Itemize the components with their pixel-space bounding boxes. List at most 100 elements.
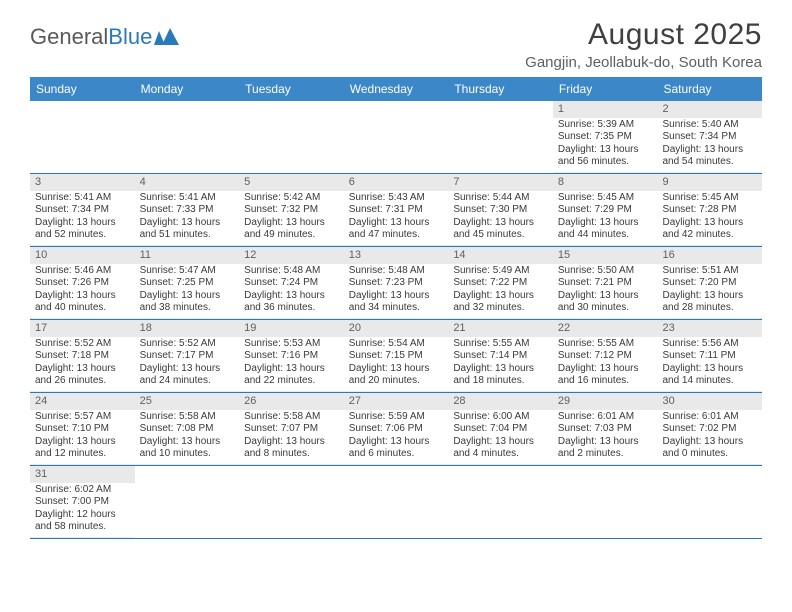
cell-line-d2: and 42 minutes. <box>662 229 757 242</box>
cell-line-ss: Sunset: 7:30 PM <box>453 204 548 217</box>
location: Gangjin, Jeollabuk-do, South Korea <box>525 54 762 71</box>
cell-line-ss: Sunset: 7:22 PM <box>453 277 548 290</box>
cell-line-ss: Sunset: 7:33 PM <box>140 204 235 217</box>
cell-line-d1: Daylight: 13 hours <box>662 436 757 449</box>
cell-line-ss: Sunset: 7:32 PM <box>244 204 339 217</box>
cell-line-d1: Daylight: 13 hours <box>662 144 757 157</box>
cell-line-sr: Sunrise: 5:42 AM <box>244 192 339 205</box>
cell-line-sr: Sunrise: 5:48 AM <box>349 265 444 278</box>
cell-line-sr: Sunrise: 5:47 AM <box>140 265 235 278</box>
cell-body: Sunrise: 5:58 AMSunset: 7:08 PMDaylight:… <box>135 410 240 464</box>
cell-line-d2: and 24 minutes. <box>140 375 235 388</box>
cell-line-ss: Sunset: 7:28 PM <box>662 204 757 217</box>
logo: GeneralBlue <box>30 18 180 50</box>
calendar-cell: 1Sunrise: 5:39 AMSunset: 7:35 PMDaylight… <box>553 101 658 173</box>
cell-line-d2: and 10 minutes. <box>140 448 235 461</box>
cell-line-ss: Sunset: 7:17 PM <box>140 350 235 363</box>
cell-line-d2: and 26 minutes. <box>35 375 130 388</box>
calendar-cell-empty <box>344 101 449 173</box>
day-number: 27 <box>349 395 444 409</box>
cell-line-d1: Daylight: 13 hours <box>662 363 757 376</box>
cell-line-sr: Sunrise: 5:58 AM <box>244 411 339 424</box>
cell-line-sr: Sunrise: 5:52 AM <box>35 338 130 351</box>
cell-line-ss: Sunset: 7:11 PM <box>662 350 757 363</box>
cell-line-ss: Sunset: 7:06 PM <box>349 423 444 436</box>
cell-line-d1: Daylight: 13 hours <box>140 436 235 449</box>
cell-body: Sunrise: 5:51 AMSunset: 7:20 PMDaylight:… <box>657 264 762 318</box>
cell-line-sr: Sunrise: 5:49 AM <box>453 265 548 278</box>
cell-body: Sunrise: 5:50 AMSunset: 7:21 PMDaylight:… <box>553 264 658 318</box>
cell-body: Sunrise: 5:41 AMSunset: 7:33 PMDaylight:… <box>135 191 240 245</box>
cell-line-d1: Daylight: 13 hours <box>453 217 548 230</box>
cell-line-ss: Sunset: 7:07 PM <box>244 423 339 436</box>
cell-line-d1: Daylight: 13 hours <box>244 217 339 230</box>
calendar-cell: 17Sunrise: 5:52 AMSunset: 7:18 PMDayligh… <box>30 320 135 392</box>
cell-line-sr: Sunrise: 6:01 AM <box>662 411 757 424</box>
cell-body: Sunrise: 5:40 AMSunset: 7:34 PMDaylight:… <box>657 118 762 172</box>
day-number: 8 <box>558 176 653 190</box>
cell-line-sr: Sunrise: 6:00 AM <box>453 411 548 424</box>
calendar-cell-empty <box>448 101 553 173</box>
cell-line-d2: and 54 minutes. <box>662 156 757 169</box>
cell-line-d1: Daylight: 13 hours <box>35 217 130 230</box>
cell-line-sr: Sunrise: 5:55 AM <box>453 338 548 351</box>
day-number: 13 <box>349 249 444 263</box>
cell-body: Sunrise: 5:42 AMSunset: 7:32 PMDaylight:… <box>239 191 344 245</box>
cell-line-d1: Daylight: 13 hours <box>662 217 757 230</box>
cell-body: Sunrise: 6:01 AMSunset: 7:03 PMDaylight:… <box>553 410 658 464</box>
cell-line-sr: Sunrise: 5:57 AM <box>35 411 130 424</box>
cell-line-d2: and 8 minutes. <box>244 448 339 461</box>
calendar-cell-empty <box>239 466 344 538</box>
cell-body: Sunrise: 5:41 AMSunset: 7:34 PMDaylight:… <box>30 191 135 245</box>
calendar-cell: 10Sunrise: 5:46 AMSunset: 7:26 PMDayligh… <box>30 247 135 319</box>
cell-body: Sunrise: 5:45 AMSunset: 7:29 PMDaylight:… <box>553 191 658 245</box>
cell-line-d2: and 6 minutes. <box>349 448 444 461</box>
calendar-cell-empty <box>135 466 240 538</box>
calendar-cell-empty <box>344 466 449 538</box>
cell-body: Sunrise: 5:52 AMSunset: 7:18 PMDaylight:… <box>30 337 135 391</box>
calendar-cell: 30Sunrise: 6:01 AMSunset: 7:02 PMDayligh… <box>657 393 762 465</box>
calendar-cell: 8Sunrise: 5:45 AMSunset: 7:29 PMDaylight… <box>553 174 658 246</box>
day-header-cell: Thursday <box>448 77 553 101</box>
cell-line-d2: and 34 minutes. <box>349 302 444 315</box>
day-number: 15 <box>558 249 653 263</box>
calendar-cell: 3Sunrise: 5:41 AMSunset: 7:34 PMDaylight… <box>30 174 135 246</box>
day-header-cell: Wednesday <box>344 77 449 101</box>
cell-line-d1: Daylight: 13 hours <box>35 363 130 376</box>
calendar-cell-empty <box>448 466 553 538</box>
cell-line-d2: and 44 minutes. <box>558 229 653 242</box>
cell-body: Sunrise: 5:44 AMSunset: 7:30 PMDaylight:… <box>448 191 553 245</box>
cell-line-d2: and 38 minutes. <box>140 302 235 315</box>
calendar-cell: 7Sunrise: 5:44 AMSunset: 7:30 PMDaylight… <box>448 174 553 246</box>
cell-line-ss: Sunset: 7:08 PM <box>140 423 235 436</box>
cell-line-d2: and 51 minutes. <box>140 229 235 242</box>
day-number: 7 <box>453 176 548 190</box>
cell-line-d1: Daylight: 13 hours <box>35 436 130 449</box>
day-number: 30 <box>662 395 757 409</box>
week-row: 17Sunrise: 5:52 AMSunset: 7:18 PMDayligh… <box>30 320 762 393</box>
calendar-cell: 4Sunrise: 5:41 AMSunset: 7:33 PMDaylight… <box>135 174 240 246</box>
day-number: 16 <box>662 249 757 263</box>
day-number: 1 <box>558 103 653 117</box>
day-header-cell: Friday <box>553 77 658 101</box>
cell-body: Sunrise: 5:39 AMSunset: 7:35 PMDaylight:… <box>553 118 658 172</box>
calendar-cell: 21Sunrise: 5:55 AMSunset: 7:14 PMDayligh… <box>448 320 553 392</box>
cell-line-ss: Sunset: 7:12 PM <box>558 350 653 363</box>
cell-line-sr: Sunrise: 5:45 AM <box>662 192 757 205</box>
cell-line-sr: Sunrise: 5:58 AM <box>140 411 235 424</box>
calendar-cell: 2Sunrise: 5:40 AMSunset: 7:34 PMDaylight… <box>657 101 762 173</box>
calendar-cell: 26Sunrise: 5:58 AMSunset: 7:07 PMDayligh… <box>239 393 344 465</box>
day-number: 4 <box>140 176 235 190</box>
cell-line-sr: Sunrise: 5:43 AM <box>349 192 444 205</box>
cell-body: Sunrise: 5:52 AMSunset: 7:17 PMDaylight:… <box>135 337 240 391</box>
day-header-row: SundayMondayTuesdayWednesdayThursdayFrid… <box>30 77 762 101</box>
day-header-cell: Sunday <box>30 77 135 101</box>
cell-line-d1: Daylight: 13 hours <box>35 290 130 303</box>
week-row: 1Sunrise: 5:39 AMSunset: 7:35 PMDaylight… <box>30 101 762 174</box>
cell-line-ss: Sunset: 7:21 PM <box>558 277 653 290</box>
cell-body: Sunrise: 5:58 AMSunset: 7:07 PMDaylight:… <box>239 410 344 464</box>
day-number: 14 <box>453 249 548 263</box>
cell-line-d2: and 30 minutes. <box>558 302 653 315</box>
cell-line-ss: Sunset: 7:20 PM <box>662 277 757 290</box>
day-number: 17 <box>35 322 130 336</box>
